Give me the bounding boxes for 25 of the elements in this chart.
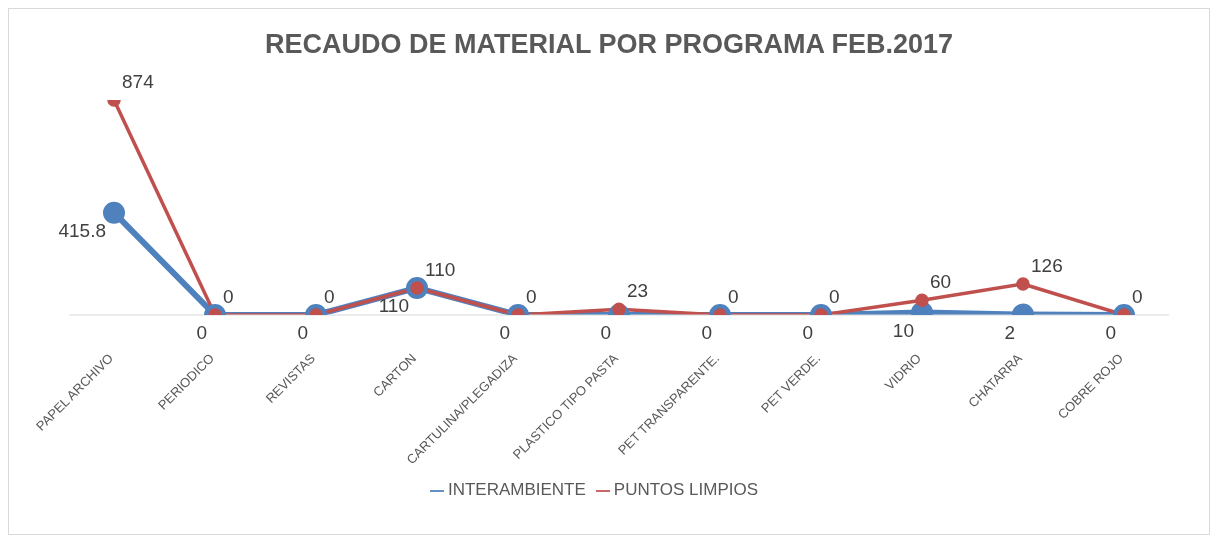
data-label: 0 — [701, 322, 712, 343]
data-label: 0 — [223, 286, 234, 307]
data-label: 0 — [802, 322, 813, 343]
data-label: 110 — [425, 258, 456, 280]
data-label: 10 — [892, 319, 914, 341]
data-label: 2 — [1004, 321, 1015, 343]
legend-label: INTERAMBIENTE — [447, 480, 586, 499]
data-label: 60 — [930, 271, 952, 293]
data-label: 0 — [1105, 322, 1116, 343]
data-label: 415.8 — [58, 219, 106, 241]
data-label: 0 — [526, 286, 537, 307]
chart-title: RECAUDO DE MATERIAL POR PROGRAMA FEB.2017 — [263, 29, 955, 60]
data-label: 0 — [196, 322, 207, 343]
data-label: 0 — [600, 322, 611, 343]
data-label: 0 — [829, 286, 840, 307]
data-label: 110 — [378, 294, 409, 316]
data-label: 0 — [1132, 286, 1143, 307]
data-label: 0 — [499, 322, 510, 343]
data-label: 126 — [1031, 255, 1063, 276]
data-label: 0 — [297, 322, 308, 343]
data-label: 23 — [627, 280, 649, 302]
data-label: 0 — [728, 286, 739, 307]
data-label: 0 — [324, 286, 335, 307]
legend-label: PUNTOS LIMPIOS — [613, 480, 759, 499]
data-label: 874 — [122, 71, 155, 92]
